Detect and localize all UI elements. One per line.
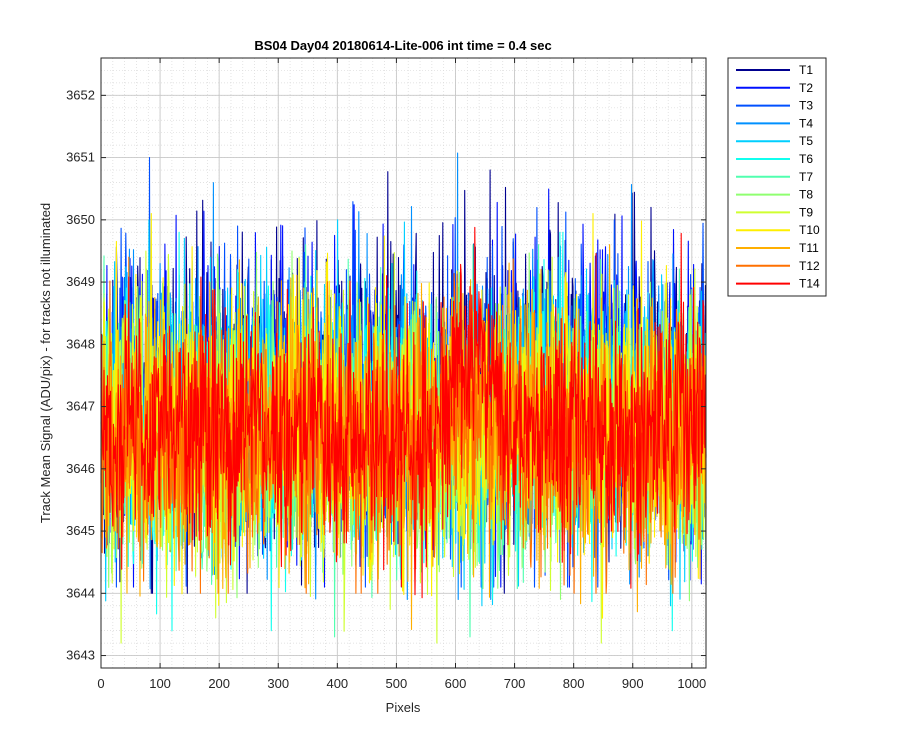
x-tick-label: 1000 (677, 676, 706, 691)
y-tick-label: 3645 (66, 523, 95, 538)
legend-label-t7: T7 (799, 170, 813, 184)
chart-title: BS04 Day04 20180614-Lite-006 int time = … (254, 38, 551, 53)
y-tick-label: 3646 (66, 461, 95, 476)
y-axis-label: Track Mean Signal (ADU/pix) - for tracks… (38, 203, 53, 523)
tick-layer: 3643 3644 3645 3646 3647 3648 3649 3650 3651 3652… (66, 58, 706, 691)
plot-area-frame (100, 57, 707, 669)
y-tick-label: 3647 (66, 399, 95, 414)
legend-label-t11: T11 (799, 241, 819, 255)
legend: T1 T2 T3 T4 T5 T6 T7 T8 T9 T10 T11 T12 T14 (727, 57, 827, 297)
legend-label-t4: T4 (799, 116, 813, 130)
y-tick-label: 3652 (66, 87, 95, 102)
x-tick-label: 500 (386, 676, 408, 691)
legend-label-t1: T1 (799, 63, 813, 77)
x-tick-label: 100 (149, 676, 171, 691)
legend-label-t12: T12 (799, 259, 820, 273)
x-tick-label: 200 (208, 676, 230, 691)
legend-label-t6: T6 (799, 152, 813, 166)
y-tick-label: 3644 (66, 585, 95, 600)
legend-label-t14: T14 (799, 277, 820, 291)
legend-label-t5: T5 (799, 134, 813, 148)
series-line-t14 (100, 226, 707, 599)
legend-label-t9: T9 (799, 205, 813, 219)
x-tick-label: 700 (504, 676, 526, 691)
legend-label-t2: T2 (799, 81, 813, 95)
legend-label-t3: T3 (799, 99, 813, 113)
x-tick-label: 400 (326, 676, 348, 691)
x-tick-label: 600 (445, 676, 467, 691)
legend-label-t8: T8 (799, 188, 813, 202)
y-tick-label: 3648 (66, 336, 95, 351)
x-tick-label: 900 (622, 676, 644, 691)
y-tick-label: 3643 (66, 648, 95, 663)
legend-label-t10: T10 (799, 223, 820, 237)
x-tick-label: 0 (97, 676, 104, 691)
x-tick-label: 300 (267, 676, 289, 691)
y-tick-label: 3650 (66, 212, 95, 227)
y-tick-label: 3649 (66, 274, 95, 289)
x-axis-label: Pixels (386, 700, 421, 715)
x-tick-label: 800 (563, 676, 585, 691)
series-layer (100, 152, 707, 644)
y-tick-label: 3651 (66, 150, 95, 165)
